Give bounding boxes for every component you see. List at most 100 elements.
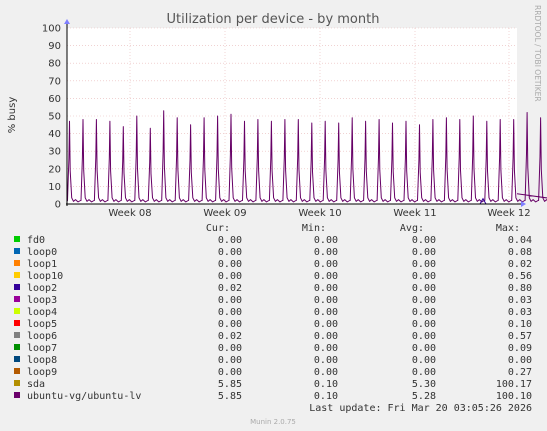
legend-swatch <box>14 392 20 398</box>
legend-series-name: loop3 <box>27 295 57 306</box>
axes <box>64 19 526 207</box>
legend-header-cur: Cur: <box>206 223 230 234</box>
legend-cur-value: 0.00 <box>218 271 242 282</box>
legend-avg-value: 0.00 <box>412 331 436 342</box>
legend-max-value: 0.09 <box>508 343 532 354</box>
x-axis-arrow <box>521 201 526 207</box>
legend-swatch <box>14 356 20 362</box>
x-tick-label: Week 10 <box>298 208 341 219</box>
legend-cur-value: 0.02 <box>218 331 242 342</box>
legend-min-value: 0.00 <box>314 343 338 354</box>
legend-cur-value: 0.02 <box>218 283 242 294</box>
legend-swatch <box>14 344 20 350</box>
y-tick-label: 20 <box>48 164 61 175</box>
legend-min-value: 0.00 <box>314 283 338 294</box>
grid <box>67 27 517 204</box>
x-tick-labels: Week 08 Week 09 Week 10 Week 11 Week 12 <box>108 208 530 219</box>
legend-avg-value: 0.00 <box>412 259 436 270</box>
legend-swatch <box>14 296 20 302</box>
legend-avg-value: 0.00 <box>412 247 436 258</box>
y-tick-label: 80 <box>48 59 61 70</box>
legend-series-name: loop10 <box>27 271 63 282</box>
legend-header-max: Max: <box>496 223 520 234</box>
legend-series-name: loop5 <box>27 319 57 330</box>
y-axis-arrow <box>64 19 70 24</box>
y-tick-label: 100 <box>42 24 61 35</box>
legend-avg-value: 0.00 <box>412 235 436 246</box>
x-tick-label: Week 08 <box>108 208 151 219</box>
legend-avg-value: 0.00 <box>412 319 436 330</box>
x-tick-label: Week 12 <box>487 208 530 219</box>
legend-min-value: 0.00 <box>314 247 338 258</box>
legend-header-min: Min: <box>302 223 326 234</box>
legend-max-value: 100.10 <box>496 391 532 402</box>
legend-max-value: 0.03 <box>508 307 532 318</box>
legend-swatch <box>14 284 20 290</box>
legend-min-value: 0.00 <box>314 259 338 270</box>
legend-swatch <box>14 272 20 278</box>
y-axis-label: % busy <box>7 97 18 134</box>
legend-max-value: 0.08 <box>508 247 532 258</box>
legend-min-value: 0.00 <box>314 367 338 378</box>
legend-swatch <box>14 380 20 386</box>
legend-min-value: 0.10 <box>314 379 338 390</box>
legend-cur-value: 0.00 <box>218 295 242 306</box>
munin-version: Munin 2.0.75 <box>250 418 296 426</box>
legend-swatch <box>14 308 20 314</box>
legend-avg-value: 0.00 <box>412 307 436 318</box>
series-line-ubuntu-vg <box>66 110 547 203</box>
legend-avg-value: 0.00 <box>412 295 436 306</box>
legend: Cur: Min: Avg: Max: fd0 0.00 0.00 0.00 0.04l… <box>14 223 532 402</box>
chart-title: Utilization per device - by month <box>167 12 380 27</box>
legend-series-name: loop0 <box>27 247 57 258</box>
legend-min-value: 0.00 <box>314 355 338 366</box>
legend-cur-value: 0.00 <box>218 235 242 246</box>
legend-min-value: 0.00 <box>314 307 338 318</box>
legend-swatch <box>14 368 20 374</box>
legend-cur-value: 0.00 <box>218 259 242 270</box>
series-line-loop2 <box>479 197 487 205</box>
last-update: Last update: Fri Mar 20 03:05:26 2026 <box>309 403 532 414</box>
legend-min-value: 0.00 <box>314 235 338 246</box>
y-tick-labels: 0 10 20 30 40 50 60 70 80 90 100 <box>42 24 61 211</box>
legend-cur-value: 0.00 <box>218 319 242 330</box>
legend-series-name: ubuntu-vg/ubuntu-lv <box>27 391 141 402</box>
legend-avg-value: 5.28 <box>412 391 436 402</box>
legend-max-value: 0.04 <box>508 235 532 246</box>
legend-series-name: loop1 <box>27 259 57 270</box>
y-tick-label: 40 <box>48 129 61 140</box>
legend-avg-value: 0.00 <box>412 367 436 378</box>
legend-cur-value: 0.00 <box>218 367 242 378</box>
legend-max-value: 0.80 <box>508 283 532 294</box>
legend-swatch <box>14 320 20 326</box>
legend-cur-value: 0.00 <box>218 343 242 354</box>
legend-avg-value: 5.30 <box>412 379 436 390</box>
legend-series-name: fd0 <box>27 235 45 246</box>
legend-min-value: 0.00 <box>314 331 338 342</box>
legend-max-value: 0.10 <box>508 319 532 330</box>
legend-min-value: 0.00 <box>314 295 338 306</box>
legend-series-name: loop4 <box>27 307 57 318</box>
legend-max-value: 0.27 <box>508 367 532 378</box>
legend-swatch <box>14 248 20 254</box>
legend-avg-value: 0.00 <box>412 271 436 282</box>
legend-cur-value: 0.00 <box>218 247 242 258</box>
y-tick-label: 70 <box>48 76 61 87</box>
legend-series-name: loop7 <box>27 343 57 354</box>
legend-avg-value: 0.00 <box>412 283 436 294</box>
legend-series-name: sda <box>27 379 45 390</box>
legend-max-value: 0.02 <box>508 259 532 270</box>
legend-avg-value: 0.00 <box>412 355 436 366</box>
legend-cur-value: 0.00 <box>218 355 242 366</box>
legend-max-value: 0.00 <box>508 355 532 366</box>
legend-max-value: 0.56 <box>508 271 532 282</box>
legend-series-name: loop6 <box>27 331 57 342</box>
x-tick-label: Week 11 <box>393 208 436 219</box>
legend-series-name: loop9 <box>27 367 57 378</box>
legend-swatch <box>14 332 20 338</box>
y-tick-label: 50 <box>48 112 61 123</box>
x-tick-label: Week 09 <box>203 208 246 219</box>
y-tick-label: 90 <box>48 41 61 52</box>
y-tick-label: 60 <box>48 94 61 105</box>
